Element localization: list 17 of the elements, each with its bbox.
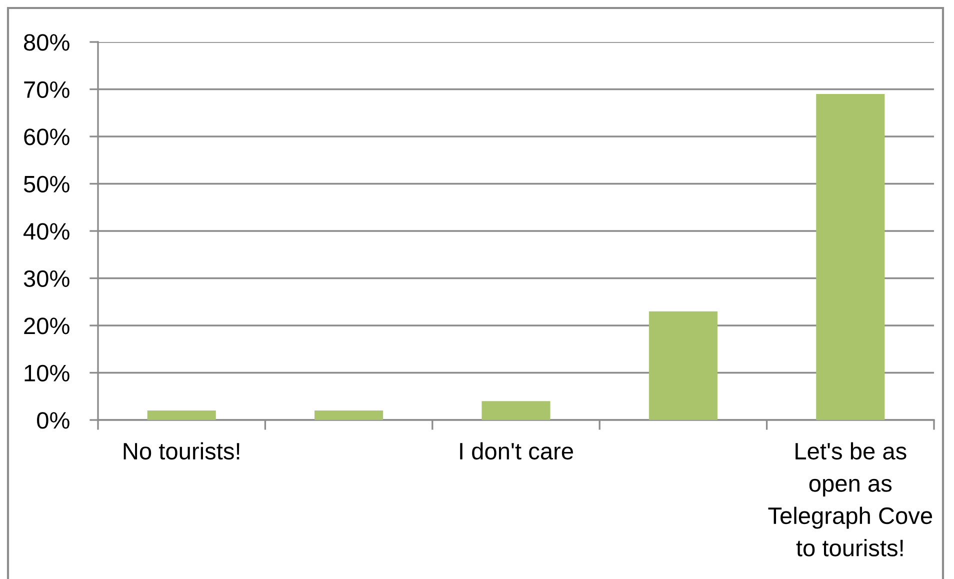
- y-tick-label: 50%: [24, 176, 70, 193]
- x-tick-label: I don't care: [460, 442, 573, 460]
- y-tick-label: 20%: [24, 318, 70, 334]
- x-tick-label: Let's be as open as Telegraph Cove to tourists!: [768, 442, 932, 556]
- y-tick-label: 40%: [24, 223, 70, 240]
- y-tick-label: 80%: [24, 34, 70, 51]
- y-tick-label: 60%: [24, 128, 70, 146]
- y-tick-label: 10%: [24, 364, 70, 382]
- bar: [648, 311, 718, 420]
- x-tick-label: No tourists!: [124, 442, 240, 460]
- y-tick-label: 30%: [24, 270, 70, 288]
- y-tick-label: 70%: [24, 81, 70, 98]
- y-tick-label: 0%: [37, 412, 70, 429]
- bar: [147, 410, 216, 420]
- bar: [482, 401, 550, 420]
- bar: [314, 410, 384, 420]
- bar: [816, 94, 885, 420]
